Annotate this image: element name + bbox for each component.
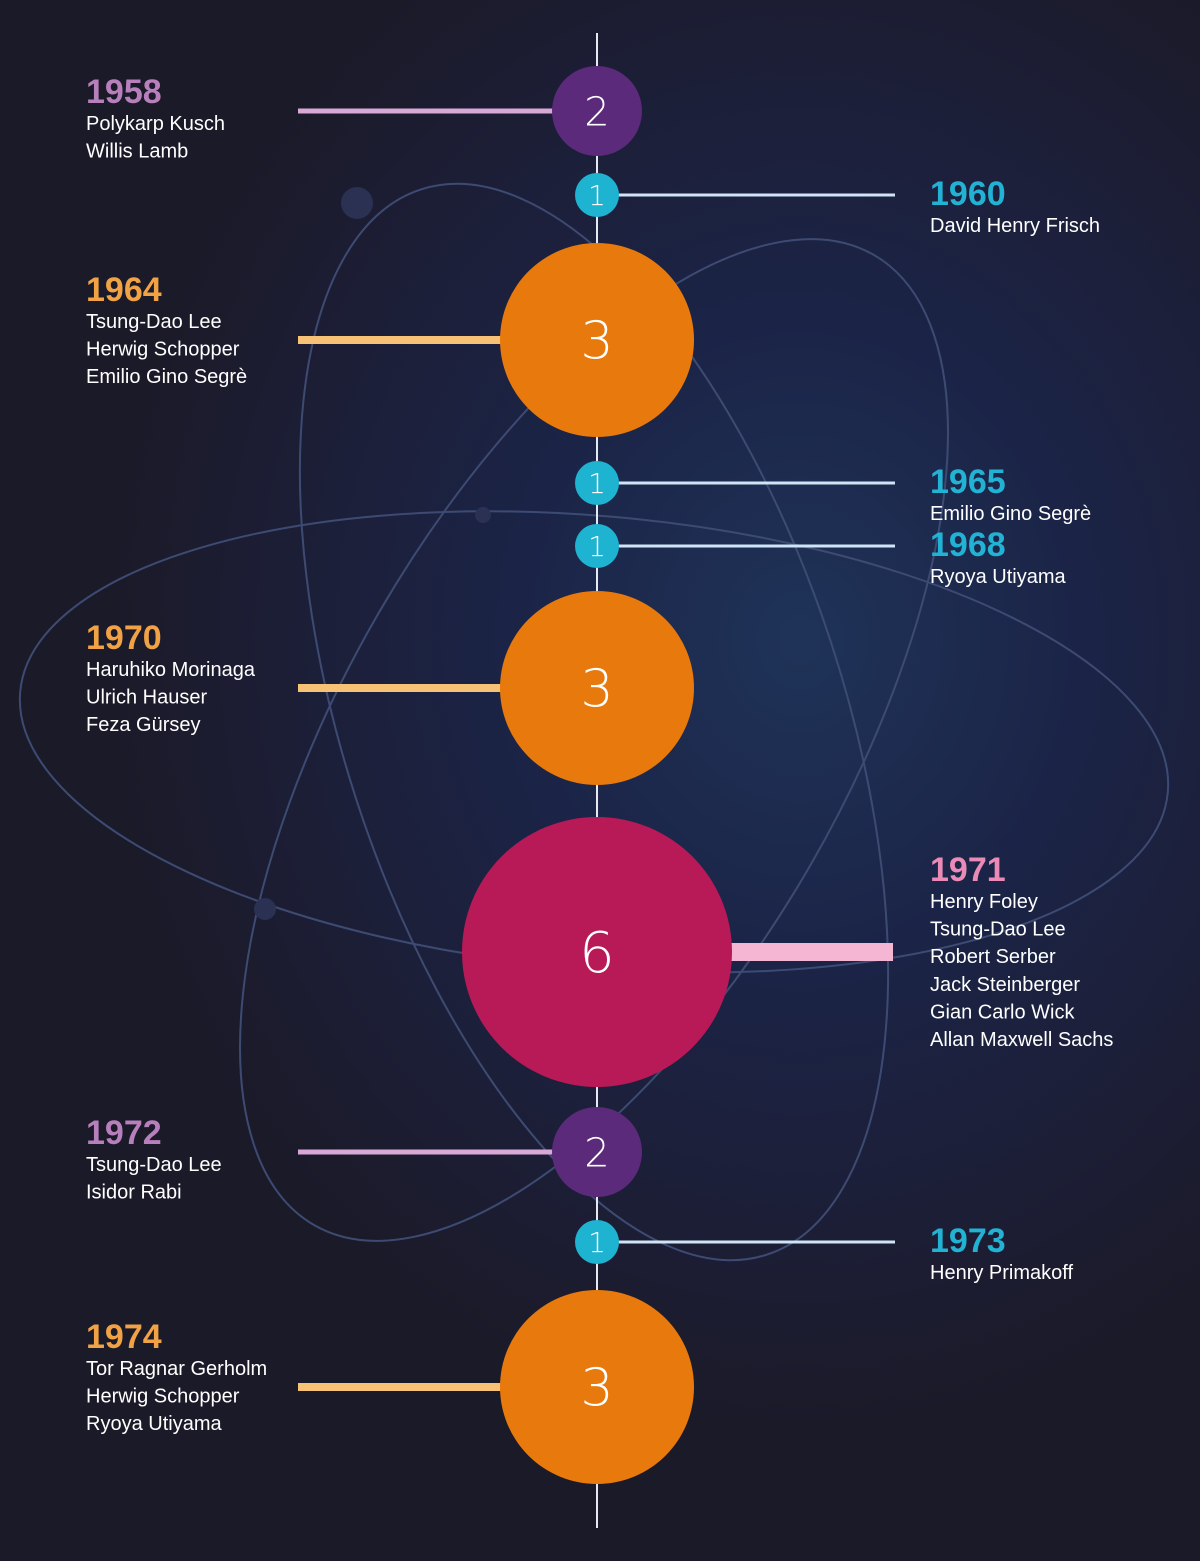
connector-bar (298, 336, 502, 344)
year-label: 1970 (86, 619, 162, 657)
count-bubble (575, 461, 619, 505)
connector-bar (298, 1383, 502, 1391)
year-label: 1958 (86, 73, 162, 111)
laureate-name: Ryoya Utiyama (86, 1413, 222, 1435)
count-bubble (500, 1290, 694, 1484)
laureate-name: Isidor Rabi (86, 1182, 182, 1204)
laureate-name: Henry Primakoff (930, 1262, 1073, 1284)
connector-bar (617, 193, 895, 197)
laureate-name: Ulrich Hauser (86, 687, 207, 709)
laureate-name: Henry Foley (930, 891, 1038, 913)
year-label: 1965 (930, 463, 1006, 501)
year-label: 1960 (930, 175, 1006, 213)
count-label: 3 (580, 1359, 613, 1419)
laureate-name: Emilio Gino Segrè (930, 503, 1091, 525)
connector-bar (617, 1240, 895, 1244)
year-label: 1964 (86, 271, 162, 309)
count-bubble (462, 817, 732, 1087)
connector-bar (617, 481, 895, 485)
connector-bar (617, 544, 895, 548)
year-label: 1974 (86, 1318, 162, 1356)
connector-bar (730, 943, 893, 961)
laureate-name: Emilio Gino Segrè (86, 366, 247, 388)
laureate-name: Willis Lamb (86, 141, 188, 163)
count-label: 2 (584, 89, 609, 135)
laureate-name: Herwig Schopper (86, 339, 240, 361)
laureate-name: Herwig Schopper (86, 1386, 240, 1408)
count-bubble (500, 591, 694, 785)
count-label: 1 (588, 179, 606, 212)
connector-bar (298, 684, 502, 692)
count-label: 3 (580, 660, 613, 720)
count-bubble (575, 1220, 619, 1264)
laureate-name: Feza Gürsey (86, 714, 200, 736)
laureate-name: Tsung-Dao Lee (930, 919, 1066, 941)
laureate-name: Polykarp Kusch (86, 113, 225, 135)
connector-bar (298, 1149, 554, 1155)
connector-bar (298, 108, 554, 114)
count-label: 1 (588, 530, 606, 563)
count-label: 1 (588, 1226, 606, 1259)
laureate-name: David Henry Frisch (930, 215, 1100, 237)
count-bubble (575, 173, 619, 217)
orbit-electron-icon (475, 507, 491, 523)
count-label: 3 (580, 312, 613, 372)
year-label: 1971 (930, 851, 1006, 889)
laureate-name: Tsung-Dao Lee (86, 311, 222, 333)
laureate-name: Robert Serber (930, 946, 1056, 968)
count-bubble (500, 243, 694, 437)
count-label: 6 (579, 921, 615, 986)
orbit-electron-icon (254, 898, 276, 920)
count-bubble (552, 1107, 642, 1197)
laureate-name: Ryoya Utiyama (930, 566, 1066, 588)
count-label: 2 (584, 1130, 609, 1176)
laureate-name: Allan Maxwell Sachs (930, 1029, 1113, 1051)
count-bubble (552, 66, 642, 156)
year-label: 1972 (86, 1114, 162, 1152)
year-label: 1968 (930, 526, 1006, 564)
laureate-name: Haruhiko Morinaga (86, 659, 256, 681)
laureate-name: Tor Ragnar Gerholm (86, 1358, 267, 1380)
laureate-name: Gian Carlo Wick (930, 1001, 1075, 1023)
year-label: 1973 (930, 1222, 1006, 1260)
laureate-name: Jack Steinberger (930, 974, 1080, 996)
orbit-tilted-left (298, 182, 890, 1262)
orbit-tilted-right (239, 238, 949, 1242)
count-label: 1 (588, 467, 606, 500)
laureate-name: Tsung-Dao Lee (86, 1154, 222, 1176)
orbit-electron-icon (341, 187, 373, 219)
count-bubble (575, 524, 619, 568)
